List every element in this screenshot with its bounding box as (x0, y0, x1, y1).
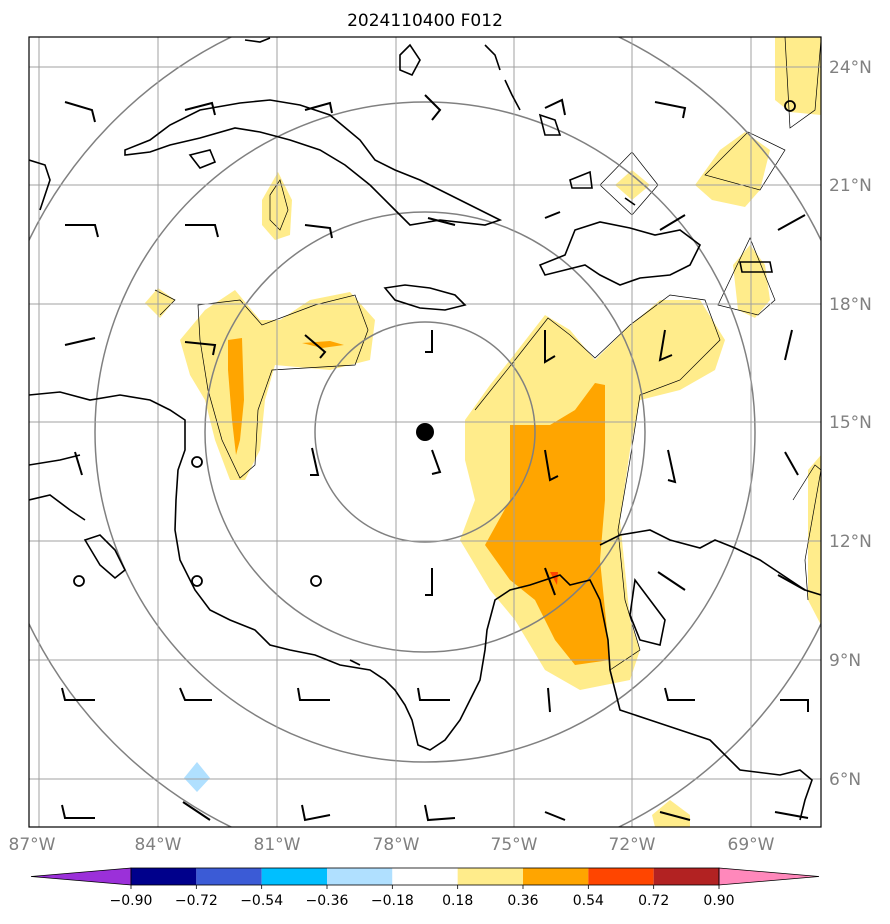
colorbar: −0.90 −0.72 −0.54 −0.36 −0.18 0.18 0.36 0.54 0.7… (30, 867, 820, 909)
shading-negative-low (184, 762, 210, 792)
colorbar-tick-label: −0.36 (306, 893, 349, 909)
storm-center-marker (416, 423, 434, 441)
shading-positive-high (550, 572, 558, 585)
range-ring-2 (204, 211, 646, 653)
calm-marker (73, 575, 85, 587)
calm-marker (191, 456, 203, 468)
longitude-labels: 87°W 84°W 81°W 78°W 75°W 72°W 69°W (9, 835, 775, 855)
lon-label: 72°W (609, 835, 656, 855)
calm-markers (73, 100, 796, 587)
hispaniola-coast (538, 221, 702, 286)
gridlines (29, 37, 821, 827)
map-area (29, 37, 821, 827)
colorbar-tick-label: 0.18 (442, 893, 473, 909)
lon-label: 78°W (373, 835, 420, 855)
figure-title: 2024110400 F012 (347, 11, 503, 31)
lon-label: 69°W (728, 835, 775, 855)
colorbar-tick-label: 0.36 (507, 893, 538, 909)
lat-label: 9°N (829, 651, 861, 671)
colorbar-tick-label: −0.72 (175, 893, 218, 909)
map-frame (28, 36, 822, 828)
jamaica-coast (383, 284, 467, 311)
lat-label: 6°N (829, 770, 861, 790)
lat-label: 18°N (829, 295, 872, 315)
colorbar-segment (653, 868, 719, 885)
calm-marker (310, 575, 322, 587)
colorbar-segment (327, 868, 393, 885)
lon-label: 75°W (491, 835, 538, 855)
lat-label: 21°N (829, 176, 872, 196)
colorbar-frame (130, 867, 720, 886)
colorbar-segment (131, 868, 197, 885)
calm-marker (191, 575, 203, 587)
colorbar-tick-label: −0.18 (371, 893, 414, 909)
shading-positive-mid (228, 338, 610, 665)
colorbar-segment (457, 868, 523, 885)
calm-marker (784, 100, 796, 112)
colorbar-extend-low (30, 867, 132, 886)
colorbar-tick-label: 0.72 (638, 893, 669, 909)
range-rings (29, 37, 821, 827)
lon-label: 81°W (254, 835, 301, 855)
colorbar-extend-high (718, 867, 820, 886)
lon-label: 87°W (9, 835, 56, 855)
colorbar-tick-label: 0.54 (573, 893, 604, 909)
range-ring-1 (314, 321, 536, 543)
colorbar-segment (261, 868, 327, 885)
range-ring-3 (94, 101, 756, 763)
colorbar-segment (523, 868, 589, 885)
colorbar-segment (392, 868, 458, 885)
lon-label: 84°W (135, 835, 182, 855)
colorbar-tick-label: −0.90 (110, 893, 153, 909)
coastlines (29, 37, 821, 821)
latitude-labels: 24°N 21°N 18°N 15°N 12°N 9°N 6°N (829, 58, 872, 790)
colorbar-segment (588, 868, 654, 885)
lat-label: 24°N (829, 58, 872, 78)
colorbar-tick-label: 0.90 (703, 893, 734, 909)
lat-label: 12°N (829, 532, 872, 552)
colorbar-segment (196, 868, 262, 885)
wind-barbs (61, 94, 809, 822)
cuba-coast (124, 99, 503, 226)
lat-label: 15°N (829, 413, 872, 433)
colorbar-tick-label: −0.54 (240, 893, 283, 909)
